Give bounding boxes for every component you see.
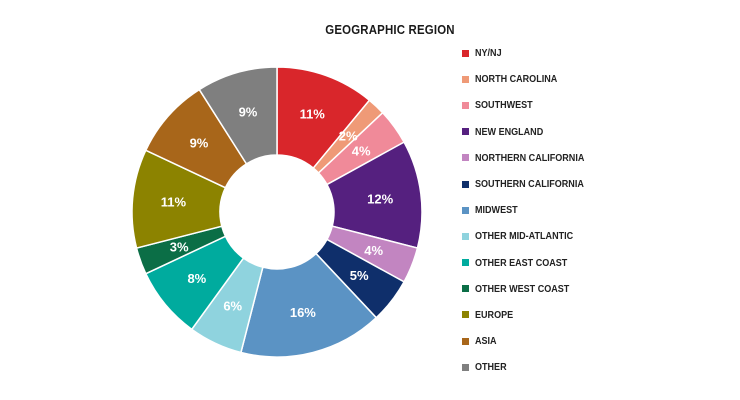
legend-swatch [462,49,469,57]
slice-label-north-carolina: 2% [339,129,358,144]
legend-item-southwest: SOUTHWEST [462,92,602,118]
legend-swatch [462,128,469,136]
legend-label: OTHER MID-ATLANTIC [475,230,574,243]
legend-item-southern-california: SOUTHERN CALIFORNIA [462,171,602,197]
legend-swatch [462,363,469,371]
legend-swatch [462,337,469,345]
legend-swatch [462,206,469,214]
slice-label-other: 9% [239,105,258,120]
legend-label: OTHER [475,361,507,374]
slice-label-new-england: 12% [367,191,393,206]
legend-label: OTHER EAST COAST [475,256,568,269]
chart-title: GEOGRAPHIC REGION [325,22,455,37]
donut-slice-labels: 11%2%4%12%4%5%16%6%8%3%11%9%9% [161,105,394,321]
legend-swatch [462,311,469,319]
slice-label-other-east-coast: 8% [187,271,206,286]
legend-item-other-west-coast: OTHER WEST COAST [462,276,602,302]
legend-label: OTHER WEST COAST [475,282,570,295]
legend-swatch [462,232,469,240]
slice-label-europe: 11% [161,195,187,210]
legend-label: EUROPE [475,308,514,321]
legend-swatch [462,154,469,162]
slice-label-midwest: 16% [290,305,316,320]
slice-other [198,66,278,165]
legend-label: NEW ENGLAND [475,125,544,138]
slice-label-southern-california: 5% [350,268,369,283]
chart-legend: NY/NJ NORTH CAROLINA SOUTHWEST NEW ENGLAND N… [462,40,602,380]
legend-item-north-carolina: NORTH CAROLINA [462,66,602,92]
legend-item-other-east-coast: OTHER EAST COAST [462,250,602,276]
slice-label-southwest: 4% [352,143,371,158]
legend-item-new-england: NEW ENGLAND [462,119,602,145]
legend-label: MIDWEST [475,204,518,217]
legend-label: NORTHERN CALIFORNIA [475,151,585,164]
legend-swatch [462,101,469,109]
legend-item-other: OTHER [462,354,602,380]
slice-label-other-mid-atlantic: 6% [223,299,242,314]
legend-label: SOUTHWEST [475,99,533,112]
slice-midwest [240,252,378,358]
slice-label-other-west-coast: 3% [170,240,189,255]
donut-slices [131,66,423,358]
legend-item-asia: ASIA [462,328,602,354]
legend-item-northern-california: NORTHERN CALIFORNIA [462,145,602,171]
legend-label: NY/NJ [475,47,502,60]
slice-label-ny-nj: 11% [300,107,326,122]
legend-item-other-mid-atlantic: OTHER MID-ATLANTIC [462,223,602,249]
legend-swatch [462,285,469,293]
legend-label: ASIA [475,335,497,348]
legend-label: NORTH CAROLINA [475,73,558,86]
legend-item-ny-nj: NY/NJ [462,40,602,66]
legend-label: SOUTHERN CALIFORNIA [475,178,584,191]
legend-swatch [462,75,469,83]
legend-item-midwest: MIDWEST [462,197,602,223]
slice-label-asia: 9% [190,136,209,151]
legend-swatch [462,259,469,267]
legend-swatch [462,180,469,188]
slice-label-northern-california: 4% [364,243,383,258]
legend-item-europe: EUROPE [462,302,602,328]
